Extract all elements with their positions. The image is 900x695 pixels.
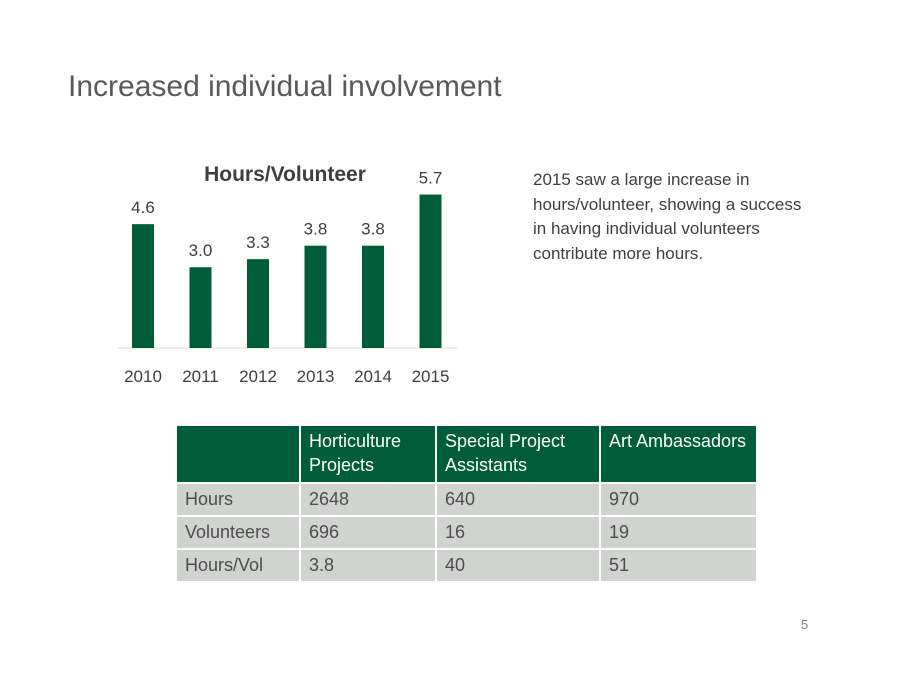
data-label-2012: 3.3: [246, 233, 270, 252]
bar-2014: [362, 245, 384, 348]
table-cell: 40: [436, 548, 601, 581]
bar-2012: [247, 259, 269, 348]
hours-per-volunteer-chart: Hours/Volunteer 4.6 2010 3.0 2011 3.3 2012 3.8…: [110, 150, 460, 395]
table-cell: 2648: [300, 482, 437, 516]
table-header-cell: [177, 426, 301, 483]
table-cell: Hours/Vol: [177, 548, 301, 581]
x-tick-label-2014: 2014: [354, 367, 392, 386]
table-header-cell: Horticulture Projects: [300, 426, 437, 483]
table-header-row: Horticulture Projects Special Project As…: [177, 426, 756, 483]
x-tick-label-2015: 2015: [412, 367, 450, 386]
x-tick-label-2012: 2012: [239, 367, 277, 386]
table-row: Hours 2648 640 970: [177, 482, 756, 516]
x-tick-label-2010: 2010: [124, 367, 162, 386]
table-cell: 696: [300, 515, 437, 549]
slide-title: Increased individual involvement: [68, 70, 502, 103]
table-cell: 19: [600, 515, 756, 549]
data-label-2011: 3.0: [189, 241, 213, 260]
table-cell: 3.8: [300, 548, 437, 581]
data-label-2010: 4.6: [131, 198, 155, 217]
x-tick-label-2011: 2011: [182, 367, 219, 386]
bar-2010: [132, 224, 154, 348]
table-cell: Volunteers: [177, 515, 301, 549]
table-cell: Hours: [177, 482, 301, 516]
table-cell: 51: [600, 548, 756, 581]
bar-2013: [304, 245, 327, 348]
bar-2011: [189, 267, 212, 348]
page-number: 5: [801, 617, 809, 632]
table-row: Volunteers 696 16 19: [177, 515, 756, 549]
table-header-cell: Special Project Assistants: [436, 426, 601, 483]
data-label-2013: 3.8: [304, 220, 328, 239]
table-row: Hours/Vol 3.8 40 51: [177, 548, 756, 581]
x-tick-label-2013: 2013: [297, 367, 335, 386]
chart-description: 2015 saw a large increase in hours/volun…: [533, 170, 802, 263]
table-cell: 970: [600, 482, 756, 516]
table-header-cell: Art Ambassadors: [600, 426, 756, 483]
data-label-2015: 5.7: [419, 169, 443, 188]
volunteer-table: Horticulture Projects Special Project As…: [177, 426, 756, 581]
bar-chart-svg: Hours/Volunteer 4.6 2010 3.0 2011 3.3 2012 3.8…: [118, 163, 457, 386]
data-label-2014: 3.8: [361, 220, 385, 239]
table-cell: 640: [436, 482, 601, 516]
table-cell: 16: [436, 515, 601, 549]
bar-2015: [419, 194, 442, 348]
chart-title: Hours/Volunteer: [204, 163, 366, 186]
